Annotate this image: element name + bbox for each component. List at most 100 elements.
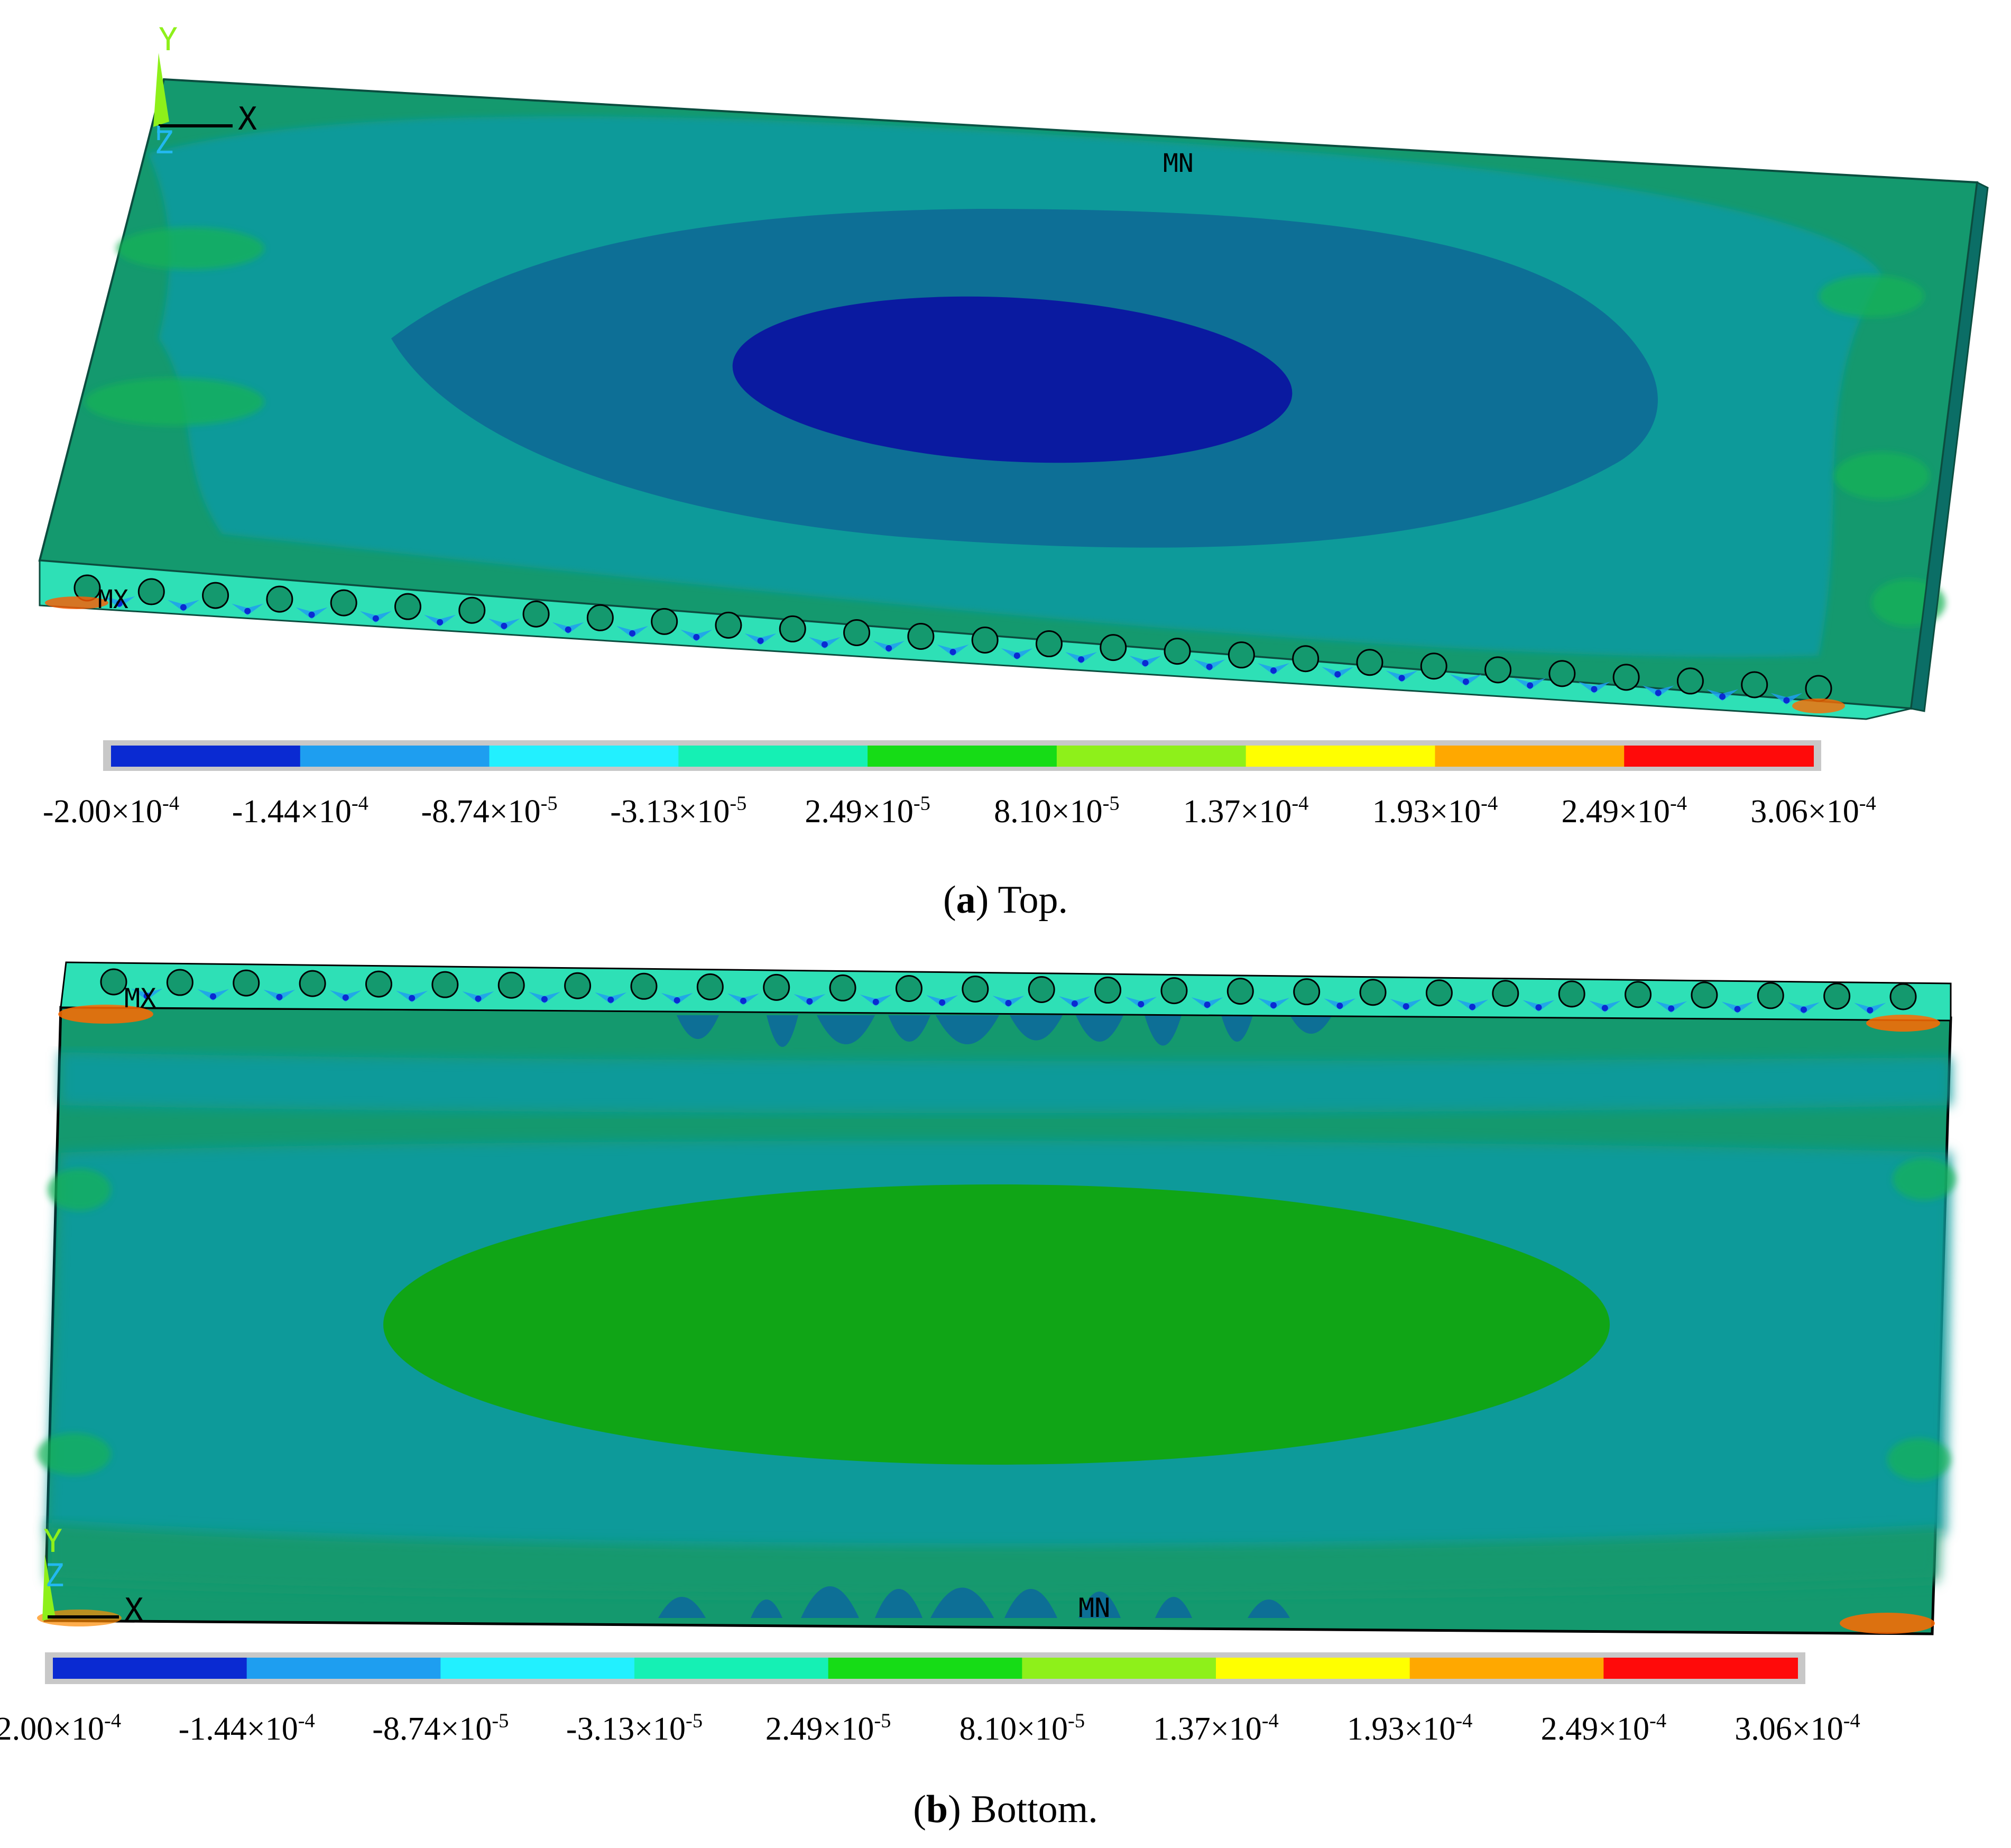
panel-a-blue-spot-core [372, 615, 379, 622]
panel-a-hole [1741, 671, 1768, 698]
panel-b-contour-green [383, 1184, 1610, 1465]
panel-a-hotspot-left [45, 596, 108, 609]
panel-a-axis-z-label: Z [154, 124, 173, 161]
panel-b-hole [1625, 981, 1652, 1008]
panel-b-hole [1823, 982, 1851, 1010]
panel-a-legend-swatch [868, 746, 1057, 767]
panel-b-blue-spot-core [1336, 1003, 1343, 1009]
panel-b-top-streak [936, 1015, 999, 1044]
panel-b-blue-spot-core [1867, 1007, 1874, 1014]
panel-a-right-face [1910, 181, 1989, 712]
panel-b-top-streak [767, 1015, 798, 1047]
panel-a-hole [1035, 630, 1063, 658]
panel-a-hole [715, 611, 742, 639]
panel-b-blue-spot-core [1270, 1002, 1277, 1009]
panel-b-edge-patches [37, 1158, 1956, 1481]
panel-a-hole [137, 578, 165, 605]
panel-b-top-blue-streaks [677, 1015, 1332, 1047]
panel-b-legend-swatch [1022, 1658, 1216, 1679]
panel-a-axis-triad: Y X Z [153, 21, 257, 161]
panel-b-blue-spot-core [607, 996, 614, 1003]
panel-a-legend-label: -3.13×10-5 [610, 792, 746, 830]
panel-b-bottom-streak [1078, 1592, 1121, 1618]
panel-a-hole [971, 627, 999, 654]
panel-b-hotspot-top-left [58, 1005, 153, 1024]
panel-b-bottom-streak [1155, 1597, 1192, 1618]
panel-a-blue-spot-core [437, 619, 444, 626]
panel-b-hotspot-top-right [1866, 1015, 1940, 1032]
panel-b-side-blue-spots [131, 988, 1886, 1015]
panel-a-hole [1164, 638, 1191, 665]
panel-b-blue-spot-core [409, 995, 416, 1001]
panel-a-hole [843, 619, 871, 646]
panel-a-legend-swatch [1624, 746, 1814, 767]
panel-a-top-view: Y X Z MN MX [38, 21, 1989, 720]
panel-a-side-blue-spots [103, 596, 1803, 705]
panel-b-legend-swatch [1603, 1658, 1798, 1679]
panel-a-hole [1228, 641, 1255, 669]
panel-b-blue-spot-core [143, 992, 150, 999]
panel-b-top-streak [888, 1015, 930, 1042]
panel-a-blue-spot-core [1334, 671, 1341, 678]
panel-b-bottom-streak [801, 1586, 859, 1618]
panel-a-blue-spot-core [244, 608, 251, 614]
panel-a-blue-spot-core [308, 611, 315, 618]
panel-a-legend-label: 2.49×10-4 [1561, 792, 1686, 830]
panel-a-legend-label: 3.06×10-4 [1750, 792, 1876, 830]
panel-b-legend-swatch [440, 1658, 635, 1679]
panel-a-caption-letter: a [956, 878, 976, 922]
panel-a-blue-spot-core [629, 630, 636, 637]
panel-a-hole [1356, 649, 1383, 676]
panel-b-bottom-blue-streaks [658, 1586, 1290, 1618]
panel-b-hotspot-bottom-right [1840, 1613, 1935, 1634]
panel-a-hole [458, 596, 486, 624]
panel-b-blue-spot-core [276, 994, 283, 1000]
panel-a-legend-label: -1.44×10-4 [232, 792, 368, 830]
panel-b-hole [1558, 980, 1585, 1008]
panel-a-legend-swatch [1435, 746, 1625, 767]
panel-b-bottom-streak [930, 1587, 994, 1618]
panel-b-hole [763, 973, 790, 1001]
panel-b-max-marker: MX [124, 983, 156, 1014]
panel-a-legend-swatch [678, 746, 869, 767]
panel-b-hole [630, 972, 658, 1000]
panel-b-legend-label: -3.13×10-5 [566, 1709, 703, 1747]
panel-a-blue-spot-core [1719, 693, 1726, 700]
panel-b-legend-swatch [1409, 1658, 1604, 1679]
panel-b-hole [1293, 978, 1321, 1006]
panel-b-caption-text: ) Bottom. [948, 1788, 1098, 1831]
panel-b-top-streak [1010, 1015, 1063, 1041]
panel-b-legend-swatch [53, 1658, 247, 1679]
panel-a-hole [522, 600, 550, 628]
panel-a-hotspot-right [1792, 698, 1845, 713]
panel-b-hole [431, 971, 459, 998]
panel-a-hole [586, 604, 614, 631]
panel-a-legend: -2.00×10-4 -1.44×10-4 -8.74×10-5 -3.13×10-5… [43, 740, 1876, 830]
panel-b-axis-z-label: Z [45, 1557, 64, 1594]
panel-a-blue-spot-core [885, 645, 892, 651]
panel-a-hole [1420, 652, 1447, 680]
panel-b-hole [1094, 977, 1122, 1004]
panel-b-blue-spot-core [740, 997, 747, 1004]
panel-b-caption: (b) Bottom. [913, 1788, 1098, 1831]
panel-a-caption: (a) Top. [943, 878, 1068, 922]
panel-a-hole [202, 582, 229, 609]
panel-b-top-streak [817, 1015, 875, 1044]
panel-a-hole [1100, 634, 1127, 661]
panel-b-blue-spot-core [1469, 1004, 1476, 1010]
panel-b-hole [100, 968, 127, 996]
panel-a-hole [394, 593, 421, 620]
panel-a-blue-spot-core [1591, 686, 1598, 693]
panel-b-blue-spot-core [342, 994, 349, 1001]
panel-a-blue-spot-core [1398, 675, 1405, 682]
panel-b-hole [696, 973, 724, 1000]
panel-b-hole [1492, 980, 1519, 1007]
panel-a-blue-spot-core [1655, 689, 1662, 696]
panel-a-legend-swatch [1246, 746, 1436, 767]
panel-a-legend-swatch [1056, 746, 1247, 767]
panel-b-blue-spot-core [1071, 1000, 1078, 1007]
panel-b-legend-swatch [246, 1658, 441, 1679]
panel-b-legend-label: 1.37×10-4 [1153, 1709, 1278, 1747]
panel-b-hole [1425, 979, 1453, 1007]
